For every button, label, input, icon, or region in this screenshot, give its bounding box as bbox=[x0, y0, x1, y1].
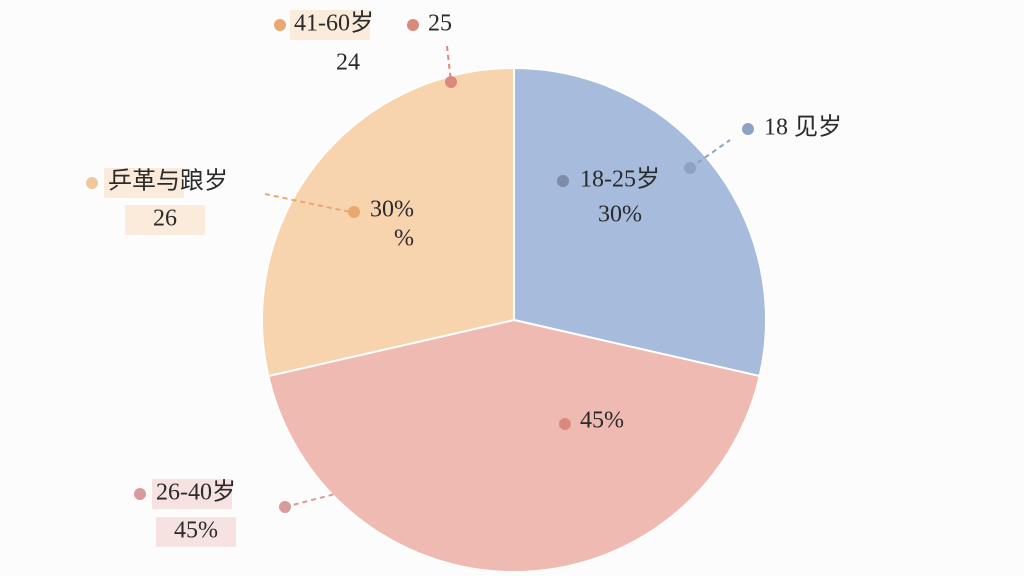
pie-slice bbox=[267, 318, 761, 574]
label: 25 bbox=[428, 11, 452, 37]
label-bg bbox=[104, 168, 184, 198]
labels: 18-25岁 30% 18 见岁 45% 26-40岁 45% 30%% 乒革与踉岁 26 41-… bbox=[86, 10, 842, 547]
label-dot bbox=[742, 123, 754, 135]
label-dot bbox=[559, 418, 571, 430]
leader-line bbox=[446, 45, 452, 83]
label: 30% bbox=[598, 202, 642, 228]
leader-line bbox=[264, 193, 351, 213]
label: 26-40岁 bbox=[156, 479, 236, 506]
label-dot bbox=[445, 76, 457, 88]
label-dot bbox=[86, 177, 98, 189]
label-dot bbox=[348, 206, 360, 218]
label: 41-60岁 bbox=[294, 10, 374, 37]
leader-line bbox=[689, 139, 731, 169]
label: 18 见岁 bbox=[764, 114, 842, 141]
label: 45% bbox=[580, 408, 624, 434]
pie bbox=[261, 66, 767, 574]
label: % bbox=[394, 226, 414, 252]
label-dot bbox=[557, 175, 569, 187]
label: 45% bbox=[174, 518, 218, 544]
label: 30% bbox=[370, 197, 414, 223]
label-bg bbox=[125, 205, 205, 235]
label-bg bbox=[290, 10, 370, 40]
label-dot bbox=[279, 501, 291, 513]
label: 18-25岁 bbox=[580, 166, 660, 193]
label-bg bbox=[156, 517, 236, 547]
label: 24 bbox=[336, 50, 360, 76]
pie-slice bbox=[261, 66, 515, 378]
label-dot bbox=[407, 19, 419, 31]
pie-slice bbox=[513, 66, 767, 378]
label-dot bbox=[274, 19, 286, 31]
label-dot bbox=[684, 162, 696, 174]
leader-line bbox=[284, 493, 336, 508]
label: 乒革与踉岁 bbox=[108, 168, 228, 195]
label-dot bbox=[134, 488, 146, 500]
label-bg bbox=[152, 479, 232, 509]
label: 26 bbox=[153, 206, 177, 232]
